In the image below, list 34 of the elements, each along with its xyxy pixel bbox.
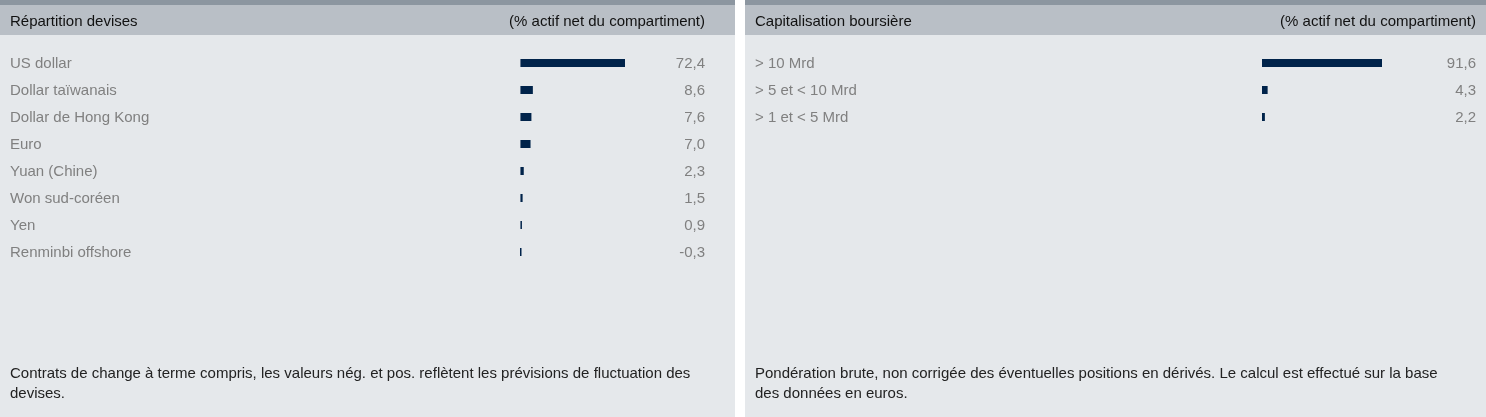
bar [520, 113, 532, 121]
y-tick-label: > 10 Mrd [755, 54, 815, 71]
y-tick-label: Dollar de Hong Kong [10, 108, 150, 125]
data-label: 7,0 [684, 135, 705, 152]
data-label: 7,6 [684, 108, 705, 125]
data-label: 4,3 [1455, 81, 1476, 98]
y-tick-label: Won sud-coréen [10, 189, 120, 206]
y-tick-label: > 1 et < 5 Mrd [755, 108, 849, 125]
chart-subtitle: (% actif net du compartiment) [1280, 12, 1476, 29]
text: Pondération brute, non corrigée des éventuelles positions en dérivés. Le calcul est effectué sur la base des données en euros. [755, 364, 1438, 401]
data-label: 72,4 [675, 54, 705, 71]
data-label: 2,2 [1455, 108, 1476, 125]
y-tick-label: Euro [10, 135, 42, 152]
y-tick-label: Renminbi offshore [10, 243, 132, 260]
data-label: -0,3 [679, 243, 705, 260]
data-label: 91,6 [1446, 54, 1476, 71]
data-label: 8,6 [684, 81, 705, 98]
text: Capitalisation boursière [755, 12, 912, 29]
y-tick-label: > 5 et < 10 Mrd [755, 81, 857, 98]
bar [520, 59, 625, 67]
bar [520, 140, 531, 148]
data-label: 1,5 [684, 189, 705, 206]
y-tick-label: Yuan (Chine) [10, 162, 98, 179]
y-tick-label: Dollar taïwanais [10, 81, 117, 98]
y-tick-label: Yen [10, 216, 36, 233]
data-label: 0,9 [684, 216, 705, 233]
text: Contrats de change à terme compris, les valeurs nég. et pos. reflètent les prévisions de fluctuation des devises. [10, 364, 691, 401]
bar [520, 86, 533, 94]
data-label: 2,3 [684, 162, 705, 179]
bar [520, 194, 523, 202]
text: Répartition devises [10, 12, 138, 29]
chart-subtitle: (% actif net du compartiment) [509, 12, 705, 29]
y-tick-label: US dollar [10, 54, 72, 71]
bar [520, 167, 524, 175]
